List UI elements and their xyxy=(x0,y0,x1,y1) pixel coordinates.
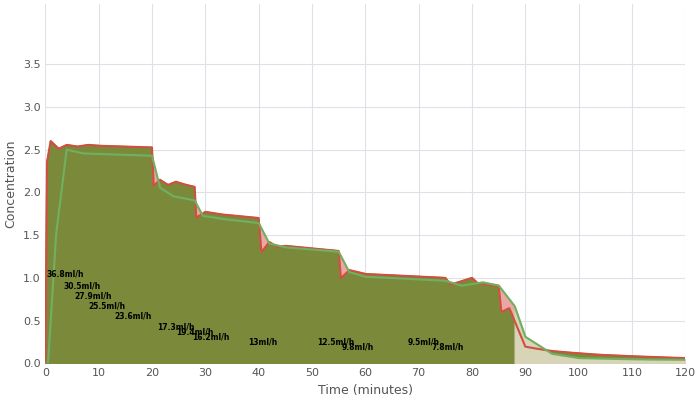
Text: 16.2ml/h: 16.2ml/h xyxy=(192,332,230,342)
Text: 25.5ml/h: 25.5ml/h xyxy=(88,302,125,311)
Text: 36.8ml/h: 36.8ml/h xyxy=(47,269,85,278)
Text: 19.4ml/h: 19.4ml/h xyxy=(176,327,214,336)
Y-axis label: Concentration: Concentration xyxy=(4,140,18,228)
Text: 17.3ml/h: 17.3ml/h xyxy=(158,322,195,331)
X-axis label: Time (minutes): Time (minutes) xyxy=(318,384,413,397)
Text: 7.8ml/h: 7.8ml/h xyxy=(432,343,464,352)
Text: 9.8ml/h: 9.8ml/h xyxy=(342,343,374,352)
Text: 12.5ml/h: 12.5ml/h xyxy=(317,338,355,346)
Text: 13ml/h: 13ml/h xyxy=(248,338,277,346)
Text: 27.9ml/h: 27.9ml/h xyxy=(75,292,112,300)
Text: 9.5ml/h: 9.5ml/h xyxy=(408,338,440,346)
Text: 30.5ml/h: 30.5ml/h xyxy=(64,281,102,290)
Text: 23.6ml/h: 23.6ml/h xyxy=(115,312,152,321)
